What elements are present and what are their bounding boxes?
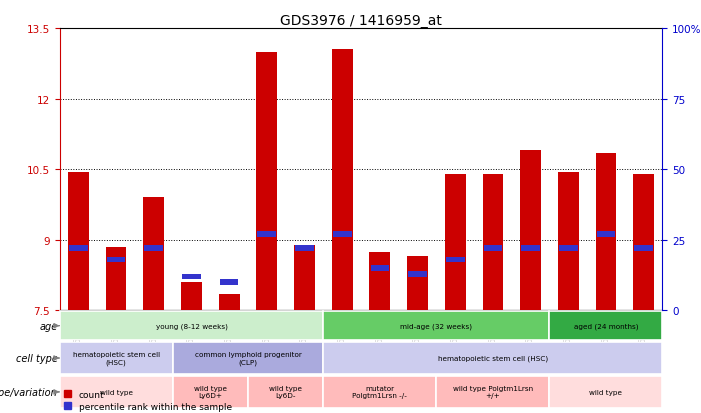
Text: wild type: wild type: [590, 389, 622, 395]
Bar: [597, 232, 615, 237]
Text: young (8-12 weeks): young (8-12 weeks): [156, 323, 227, 329]
Text: wild type Polgtm1Lrsn
+/+: wild type Polgtm1Lrsn +/+: [453, 385, 533, 399]
Bar: [445, 174, 465, 311]
Bar: [558, 172, 578, 311]
Bar: [522, 246, 540, 252]
Bar: [436, 376, 550, 408]
Bar: [182, 274, 200, 280]
Text: hematopoietic stem cell
(HSC): hematopoietic stem cell (HSC): [72, 351, 160, 365]
Text: mid-age (32 weeks): mid-age (32 weeks): [400, 323, 472, 329]
Bar: [484, 246, 502, 252]
Bar: [219, 294, 240, 311]
Bar: [60, 311, 323, 340]
Text: cell type: cell type: [16, 353, 57, 363]
Bar: [520, 151, 541, 311]
Text: wild type
Ly6D-: wild type Ly6D-: [269, 385, 302, 399]
Bar: [106, 247, 126, 311]
Text: genotype/variation: genotype/variation: [0, 387, 57, 397]
Bar: [172, 376, 248, 408]
Bar: [323, 311, 550, 340]
Bar: [257, 52, 277, 311]
Bar: [144, 198, 164, 311]
Text: age: age: [39, 321, 57, 331]
Bar: [144, 246, 163, 252]
Bar: [60, 342, 172, 374]
Bar: [408, 271, 427, 277]
Bar: [295, 246, 314, 252]
Legend: count, percentile rank within the sample: count, percentile rank within the sample: [64, 390, 231, 411]
Bar: [60, 376, 172, 408]
Text: common lymphoid progenitor
(CLP): common lymphoid progenitor (CLP): [195, 351, 301, 365]
Bar: [172, 342, 323, 374]
Bar: [446, 257, 465, 263]
Bar: [407, 256, 428, 311]
Bar: [68, 172, 89, 311]
Bar: [369, 252, 390, 311]
Bar: [257, 232, 276, 237]
Bar: [248, 376, 323, 408]
Bar: [559, 246, 578, 252]
Text: wild type: wild type: [100, 389, 132, 395]
Text: wild type
Ly6D+: wild type Ly6D+: [193, 385, 227, 399]
Bar: [633, 174, 654, 311]
Bar: [294, 245, 315, 311]
Bar: [482, 174, 503, 311]
Text: mutator
Polgtm1Lrsn -/-: mutator Polgtm1Lrsn -/-: [353, 385, 407, 399]
Bar: [181, 282, 202, 311]
Bar: [550, 311, 662, 340]
Bar: [323, 342, 662, 374]
Bar: [69, 246, 88, 252]
Bar: [371, 266, 389, 271]
Title: GDS3976 / 1416959_at: GDS3976 / 1416959_at: [280, 14, 442, 28]
Bar: [323, 376, 436, 408]
Text: aged (24 months): aged (24 months): [573, 323, 638, 329]
Bar: [220, 280, 238, 285]
Bar: [332, 50, 353, 311]
Bar: [634, 246, 653, 252]
Bar: [107, 257, 125, 263]
Bar: [333, 232, 351, 237]
Text: hematopoietic stem cell (HSC): hematopoietic stem cell (HSC): [438, 355, 548, 361]
Bar: [596, 153, 616, 311]
Bar: [550, 376, 662, 408]
